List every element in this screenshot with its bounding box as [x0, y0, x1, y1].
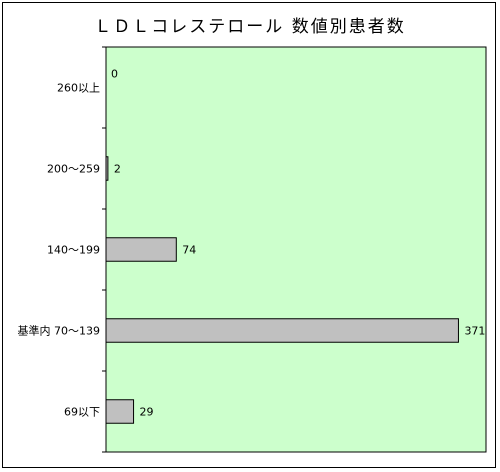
category-label-4: 69以下: [64, 406, 100, 419]
value-labels: 0 2 74 371 29: [111, 68, 485, 419]
value-label-0: 0: [111, 68, 118, 81]
y-axis-ticks: [102, 46, 106, 453]
bar-3: [105, 318, 459, 343]
value-label-1: 2: [114, 163, 121, 176]
value-label-4: 29: [140, 406, 154, 419]
bar-2: [105, 237, 177, 262]
value-label-2: 74: [182, 244, 196, 257]
category-label-1: 200～259: [47, 163, 100, 176]
bar-4: [105, 399, 135, 424]
value-label-3: 371: [464, 325, 485, 338]
category-label-0: 260以上: [57, 82, 100, 95]
category-label-2: 140～199: [47, 244, 100, 257]
category-labels: 260以上 200～259 140～199 基準内 70～139 69以下: [18, 82, 101, 419]
chart-title: ＬＤＬコレステロール 数値別患者数: [94, 17, 405, 37]
category-label-3: 基準内 70～139: [18, 324, 101, 338]
bar-1: [105, 156, 109, 181]
bars-group: [105, 156, 459, 424]
